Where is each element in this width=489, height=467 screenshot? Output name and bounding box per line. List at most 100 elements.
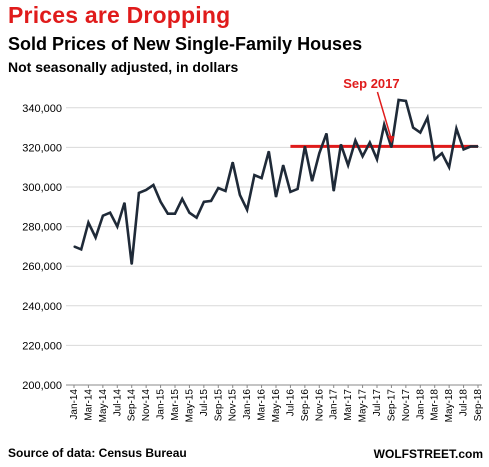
y-axis: 200,000 220,000 240,000 260,000 280,000 300,0… — [22, 103, 62, 392]
x-tick-label: Jan-16 — [242, 389, 253, 420]
x-tick-label: May-16 — [271, 389, 282, 423]
data-point — [167, 213, 169, 215]
data-point — [455, 127, 457, 130]
data-point — [246, 209, 248, 211]
x-tick-label: Mar-17 — [343, 389, 354, 421]
x-tick-label: Sep-18 — [473, 389, 484, 422]
x-tick-label: Nov-15 — [228, 389, 239, 422]
series-line — [73, 98, 478, 265]
data-point — [73, 245, 75, 247]
x-tick-label: Mar-15 — [170, 389, 181, 421]
data-point — [354, 139, 356, 142]
y-tick-label: 240,000 — [22, 301, 62, 313]
data-point — [159, 201, 162, 203]
x-tick-label: Jul-15 — [199, 389, 210, 417]
data-point — [419, 131, 421, 134]
data-point — [196, 217, 198, 219]
y-tick-label: 340,000 — [22, 103, 62, 115]
x-tick-label: May-17 — [358, 389, 369, 423]
data-point — [477, 145, 479, 148]
data-point — [376, 158, 378, 160]
data-point — [203, 201, 205, 203]
data-point — [441, 152, 443, 154]
x-tick-label: Jan-18 — [415, 389, 426, 420]
y-tick-label: 200,000 — [22, 380, 62, 392]
annotation-label: Sep 2017 — [343, 76, 399, 91]
data-point — [333, 190, 335, 192]
chart-title: Sold Prices of New Single-Family Houses — [8, 34, 363, 54]
y-tick-label: 320,000 — [22, 142, 62, 154]
data-point — [434, 158, 436, 160]
data-point — [232, 161, 234, 163]
data-point — [268, 150, 270, 152]
data-point — [152, 184, 154, 186]
data-point — [260, 177, 263, 179]
x-tick-label: Sep-17 — [386, 389, 397, 422]
data-point — [340, 143, 342, 146]
x-tick-label: Sep-14 — [127, 389, 138, 422]
data-point — [405, 100, 407, 102]
y-tick-label: 280,000 — [22, 222, 62, 234]
data-point — [390, 146, 393, 148]
data-point — [289, 191, 292, 193]
x-tick-label: Mar-14 — [83, 389, 94, 421]
data-point — [369, 141, 371, 144]
series-group — [73, 98, 479, 265]
x-tick-label: May-15 — [184, 389, 195, 423]
data-point — [131, 263, 133, 265]
data-source: Source of data: Census Bureau — [8, 446, 187, 460]
x-tick-label: Jul-14 — [112, 389, 123, 417]
data-point — [275, 196, 277, 198]
data-point — [188, 212, 191, 214]
data-point — [347, 164, 349, 166]
data-point — [138, 192, 140, 194]
y-tick-label: 260,000 — [22, 261, 62, 273]
data-point — [304, 145, 306, 148]
data-point — [448, 166, 450, 168]
x-tick-label: Nov-14 — [141, 389, 152, 422]
data-point — [145, 189, 147, 191]
x-axis: Jan-14 Mar-14 May-14 Jul-14 Sep-14 Nov-14 Jan-… — [66, 384, 484, 423]
data-point — [181, 198, 183, 200]
data-point — [412, 127, 414, 129]
data-point — [210, 200, 212, 202]
data-point — [398, 99, 400, 101]
annotation-arrow — [376, 91, 393, 140]
data-point — [253, 174, 255, 176]
data-point — [80, 248, 82, 250]
data-point — [217, 187, 219, 189]
data-point — [361, 155, 364, 157]
data-point — [87, 222, 90, 224]
x-tick-label: Nov-17 — [401, 389, 412, 422]
x-tick-label: Jul-16 — [285, 389, 296, 417]
data-point — [462, 148, 465, 150]
data-point — [95, 236, 97, 239]
brand-label: WOLFSTREET.com — [373, 447, 483, 461]
annotation-group: Sep 2017 — [343, 76, 400, 144]
data-point — [123, 202, 126, 204]
data-point — [318, 152, 320, 154]
x-tick-label: Mar-16 — [257, 389, 268, 421]
x-tick-label: Nov-16 — [314, 389, 325, 422]
data-point — [311, 180, 313, 182]
data-point — [383, 124, 385, 126]
headline: Prices are Dropping — [8, 2, 231, 28]
data-point — [116, 226, 118, 228]
data-point — [174, 213, 176, 215]
x-tick-label: Sep-16 — [300, 389, 311, 422]
data-point — [426, 117, 429, 119]
data-point — [282, 164, 284, 166]
data-point — [297, 188, 299, 190]
x-tick-label: Jan-17 — [329, 389, 340, 420]
chart-subtitle: Not seasonally adjusted, in dollars — [8, 59, 239, 75]
x-tick-label: Jul-17 — [372, 389, 383, 417]
x-tick-label: May-18 — [444, 389, 455, 423]
data-point — [470, 145, 472, 148]
y-tick-label: 300,000 — [22, 182, 62, 194]
data-point — [224, 190, 227, 192]
y-tick-label: 220,000 — [22, 340, 62, 352]
x-tick-label: Sep-15 — [213, 389, 224, 422]
x-tick-label: Jul-18 — [459, 389, 470, 417]
x-tick-label: May-14 — [98, 389, 109, 423]
